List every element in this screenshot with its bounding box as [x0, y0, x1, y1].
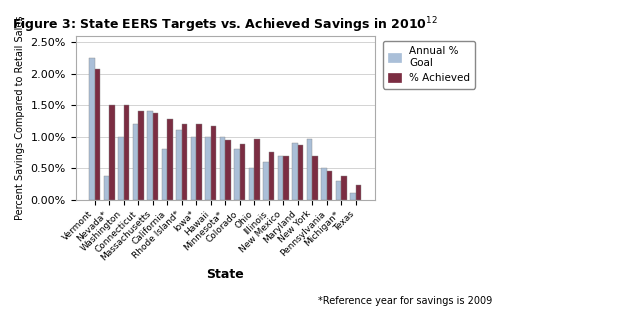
Bar [220, 137, 225, 200]
Bar [182, 124, 187, 200]
Bar [283, 156, 289, 200]
Bar [176, 130, 182, 200]
Bar [249, 168, 254, 200]
Bar [109, 105, 115, 200]
Bar [95, 69, 100, 200]
Bar [269, 152, 274, 200]
Bar [138, 111, 144, 200]
Legend: Annual %
Goal, % Achieved: Annual % Goal, % Achieved [383, 41, 475, 89]
Bar [124, 105, 129, 200]
Bar [278, 156, 283, 200]
X-axis label: State: State [206, 268, 244, 281]
Bar [356, 184, 361, 200]
Bar [234, 149, 240, 200]
Bar [240, 144, 245, 200]
Bar [133, 124, 138, 200]
Text: *Reference year for savings is 2009: *Reference year for savings is 2009 [318, 296, 492, 306]
Bar [167, 119, 173, 200]
Bar [89, 58, 95, 200]
Bar [205, 137, 211, 200]
Bar [336, 181, 341, 200]
Bar [211, 126, 216, 200]
Bar [153, 113, 158, 200]
Bar [118, 137, 124, 200]
Title: Figure 3: State EERS Targets vs. Achieved Savings in 2010$^{12}$: Figure 3: State EERS Targets vs. Achieve… [13, 15, 438, 35]
Bar [312, 156, 318, 200]
Bar [196, 124, 202, 200]
Bar [225, 140, 231, 200]
Bar [350, 193, 356, 200]
Bar [103, 176, 109, 200]
Bar [254, 139, 260, 200]
Bar [321, 168, 327, 200]
Bar [147, 111, 153, 200]
Bar [263, 162, 269, 200]
Bar [341, 176, 346, 200]
Bar [298, 145, 304, 200]
Bar [327, 171, 333, 200]
Bar [162, 149, 167, 200]
Bar [307, 139, 312, 200]
Y-axis label: Percent Savings Compared to Retail Sales: Percent Savings Compared to Retail Sales [15, 16, 25, 220]
Bar [292, 143, 298, 200]
Bar [191, 137, 196, 200]
